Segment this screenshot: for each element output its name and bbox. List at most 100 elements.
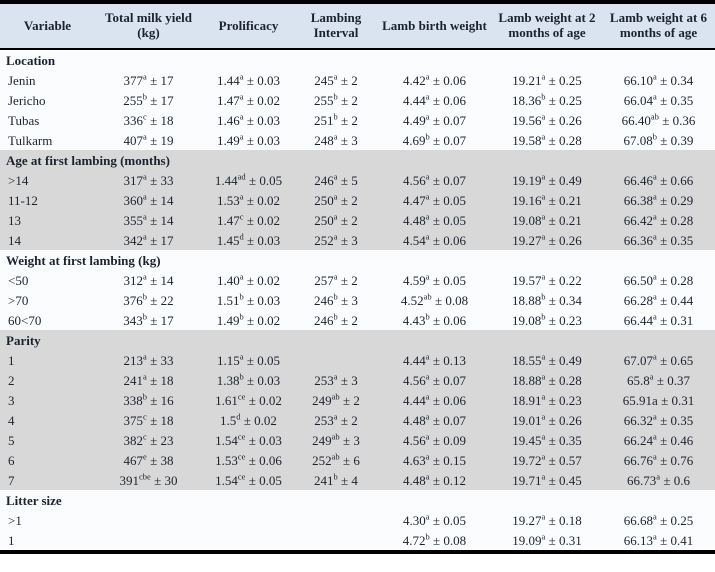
table-cell: 4.44a ± 0.06 — [377, 390, 492, 410]
section-header-label: Weight at first lambing (kg) — [0, 250, 715, 270]
table-row: <50 312a ± 14 1.40a ± 0.02 257a ± 2 4.59a ± … — [0, 270, 715, 290]
table-row: 1 213a ± 33 1.15a ± 0.05 4.44a ± 0.13 18.55a… — [0, 350, 715, 370]
table-cell: 66.13a ± 0.41 — [602, 530, 715, 552]
column-header: Total milk yield (kg) — [95, 2, 202, 50]
table-cell: 4.56a ± 0.07 — [377, 370, 492, 390]
table-cell: 1.15a ± 0.05 — [202, 350, 295, 370]
table-cell: 19.56a ± 0.26 — [492, 110, 602, 130]
variable-cell: 11-12 — [0, 190, 95, 210]
table-cell: 66.73a ± 0.6 — [602, 470, 715, 490]
table-cell: 66.28a ± 0.44 — [602, 290, 715, 310]
table-cell: 342a ± 17 — [95, 230, 202, 250]
table-cell: 4.56a ± 0.07 — [377, 170, 492, 190]
table-cell: 66.68a ± 0.25 — [602, 510, 715, 530]
table-cell: 249ab ± 3 — [295, 430, 377, 450]
table-cell: 467e ± 38 — [95, 450, 202, 470]
table-cell: 250a ± 2 — [295, 190, 377, 210]
variable-cell: 4 — [0, 410, 95, 430]
table-cell: 66.50a ± 0.28 — [602, 270, 715, 290]
column-header: Lamb weight at 6 months of age — [602, 2, 715, 50]
table-cell: 343b ± 17 — [95, 310, 202, 330]
table-cell: 19.19a ± 0.49 — [492, 170, 602, 190]
variable-cell: 5 — [0, 430, 95, 450]
table-cell: 4.52ab ± 0.08 — [377, 290, 492, 310]
section-header-row: Location — [0, 49, 715, 70]
table-cell: 382c ± 23 — [95, 430, 202, 450]
table-cell: 1.47a ± 0.02 — [202, 90, 295, 110]
table-row: 2 241a ± 18 1.38b ± 0.03 253a ± 3 4.56a ± 0.… — [0, 370, 715, 390]
table-cell: 19.08b ± 0.23 — [492, 310, 602, 330]
table-cell — [295, 530, 377, 552]
variable-cell: 1 — [0, 350, 95, 370]
table-cell — [202, 530, 295, 552]
table-row: >70 376b ± 22 1.51b ± 0.03 246b ± 3 4.52ab ±… — [0, 290, 715, 310]
table-cell: 312a ± 14 — [95, 270, 202, 290]
variable-cell: >1 — [0, 510, 95, 530]
table-cell: 375c ± 18 — [95, 410, 202, 430]
table-cell: 18.88b ± 0.34 — [492, 290, 602, 310]
section-header-label: Location — [0, 49, 715, 70]
table-row: 7 391cbe ± 30 1.54ce ± 0.05 241b ± 4 4.48a ±… — [0, 470, 715, 490]
table-cell: 19.71a ± 0.45 — [492, 470, 602, 490]
column-header: Lambing Interval — [295, 2, 377, 50]
table-cell: 1.45d ± 0.03 — [202, 230, 295, 250]
table-cell: 249ab ± 2 — [295, 390, 377, 410]
table-row: Tubas 336c ± 18 1.46a ± 0.03 251b ± 2 4.49a … — [0, 110, 715, 130]
table-cell: 18.91a ± 0.23 — [492, 390, 602, 410]
table-body: Location Jenin 377a ± 17 1.44a ± 0.03 245a ±… — [0, 49, 715, 552]
variable-cell: Jenin — [0, 70, 95, 90]
variable-cell: 14 — [0, 230, 95, 250]
table-cell: 66.76a ± 0.76 — [602, 450, 715, 470]
table-cell: 4.48a ± 0.12 — [377, 470, 492, 490]
variable-cell: >14 — [0, 170, 95, 190]
table-cell: 1.40a ± 0.02 — [202, 270, 295, 290]
section-header-row: Weight at first lambing (kg) — [0, 250, 715, 270]
table-cell: 1.53a ± 0.02 — [202, 190, 295, 210]
variable-cell: 7 — [0, 470, 95, 490]
table-cell: 4.72b ± 0.08 — [377, 530, 492, 552]
table-cell — [95, 510, 202, 530]
table-cell: 19.08a ± 0.21 — [492, 210, 602, 230]
table-cell: 253a ± 2 — [295, 410, 377, 430]
table-cell: 66.40ab ± 0.36 — [602, 110, 715, 130]
table-cell: 1.47c ± 0.02 — [202, 210, 295, 230]
table-cell: 19.72a ± 0.57 — [492, 450, 602, 470]
table-cell: 67.08b ± 0.39 — [602, 130, 715, 150]
table-header: Variable Total milk yield (kg) Prolificacy… — [0, 2, 715, 50]
table-cell: 66.38a ± 0.29 — [602, 190, 715, 210]
table-cell: 19.27a ± 0.18 — [492, 510, 602, 530]
table-cell: 257a ± 2 — [295, 270, 377, 290]
variable-cell: 13 — [0, 210, 95, 230]
table-cell — [202, 510, 295, 530]
table-cell: 377a ± 17 — [95, 70, 202, 90]
table-cell: 246b ± 2 — [295, 310, 377, 330]
table-cell: 66.10a ± 0.34 — [602, 70, 715, 90]
table-cell: 19.21a ± 0.25 — [492, 70, 602, 90]
table-row: Tulkarm 407a ± 19 1.49a ± 0.03 248a ± 3 4.69… — [0, 130, 715, 150]
table-row: 14 342a ± 17 1.45d ± 0.03 252a ± 3 4.54a ± 0… — [0, 230, 715, 250]
table-row: 13 355a ± 14 1.47c ± 0.02 250a ± 2 4.48a ± 0… — [0, 210, 715, 230]
table-cell: 4.56a ± 0.09 — [377, 430, 492, 450]
table-cell: 19.16a ± 0.21 — [492, 190, 602, 210]
table-row: Jericho 255b ± 17 1.47a ± 0.02 255b ± 2 4.44… — [0, 90, 715, 110]
table-cell: 251b ± 2 — [295, 110, 377, 130]
column-header: Lamb weight at 2 months of age — [492, 2, 602, 50]
table-cell: 66.36a ± 0.35 — [602, 230, 715, 250]
table-row: >14 317a ± 33 1.44ad ± 0.05 246a ± 5 4.56a ±… — [0, 170, 715, 190]
section-header-label: Parity — [0, 330, 715, 350]
table-cell: 1.49b ± 0.02 — [202, 310, 295, 330]
table-cell: 65.91a ± 0.31 — [602, 390, 715, 410]
table-cell: 253a ± 3 — [295, 370, 377, 390]
table-cell: 4.44a ± 0.06 — [377, 90, 492, 110]
header-row: Variable Total milk yield (kg) Prolificacy… — [0, 2, 715, 50]
table-cell: 1.54ce ± 0.05 — [202, 470, 295, 490]
table-cell: 407a ± 19 — [95, 130, 202, 150]
table-cell: 4.47a ± 0.05 — [377, 190, 492, 210]
table-cell: 19.58a ± 0.28 — [492, 130, 602, 150]
table-cell: 18.88a ± 0.28 — [492, 370, 602, 390]
table-row: 4 375c ± 18 1.5d ± 0.02 253a ± 2 4.48a ± 0.0… — [0, 410, 715, 430]
table-row: 6 467e ± 38 1.53ce ± 0.06 252ab ± 6 4.63a ± … — [0, 450, 715, 470]
table-cell: 252a ± 3 — [295, 230, 377, 250]
table-cell: 19.09a ± 0.31 — [492, 530, 602, 552]
variable-cell: Tulkarm — [0, 130, 95, 150]
